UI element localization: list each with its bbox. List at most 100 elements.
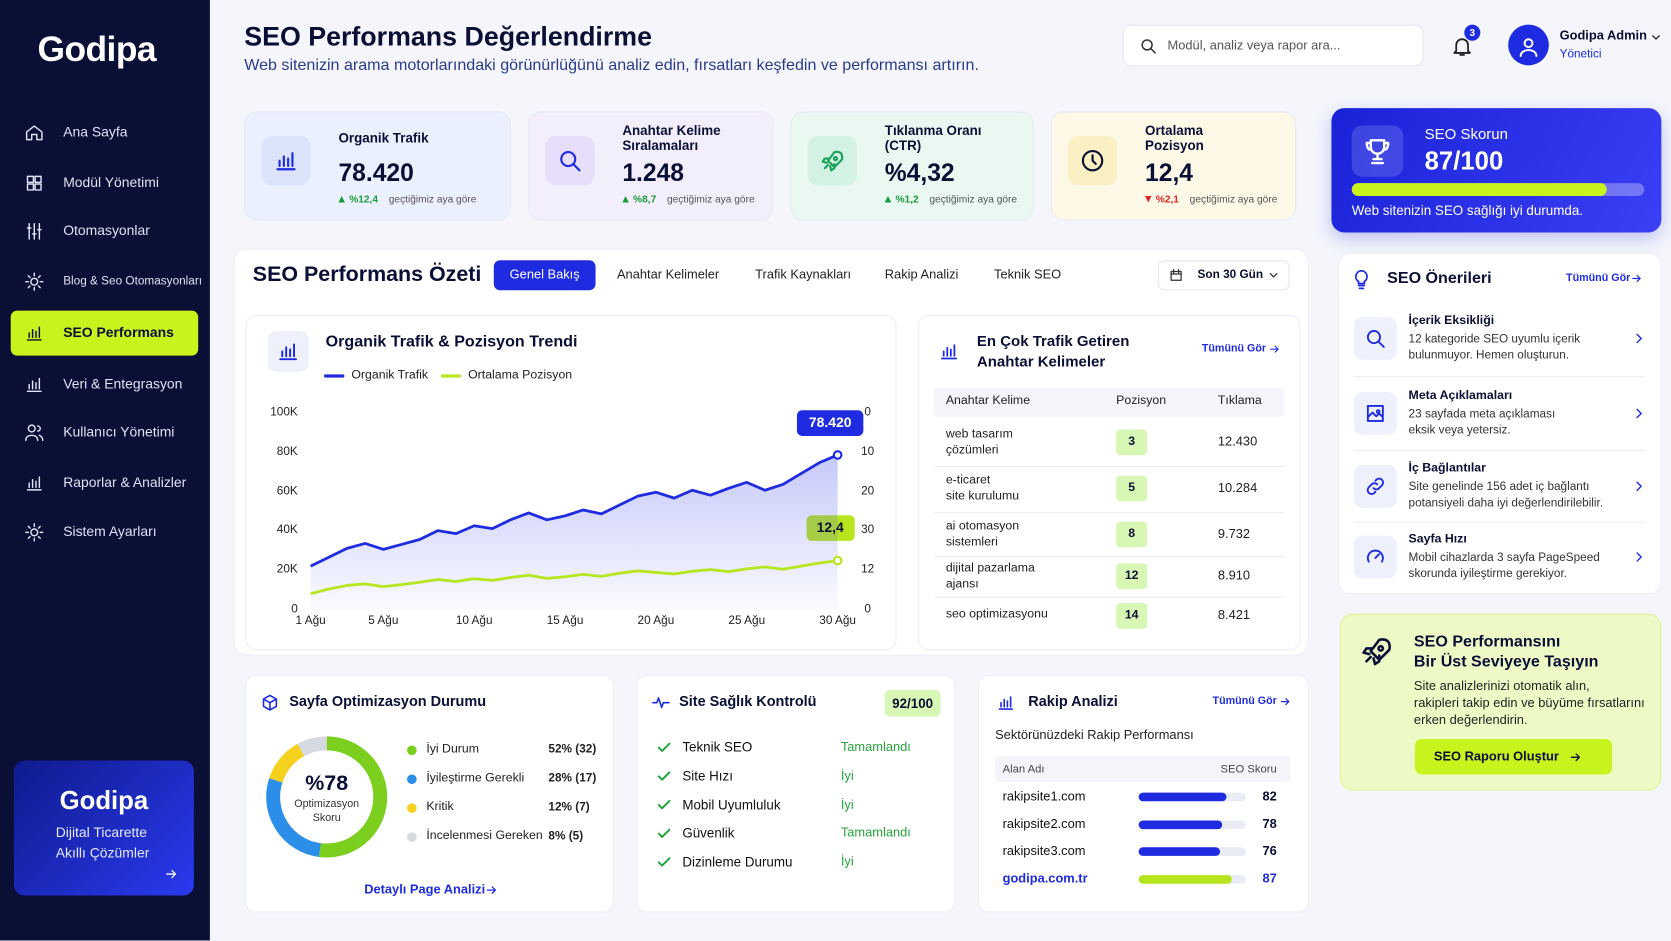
tab[interactable]: Trafik Kaynakları	[755, 266, 852, 282]
score-progress	[1351, 183, 1607, 197]
kpi-change: %2,1	[1155, 193, 1179, 206]
position-badge	[1116, 521, 1148, 548]
score-value: 87/100	[1424, 146, 1504, 176]
health-item: Site Hızı	[682, 768, 733, 784]
change-arrow	[1145, 196, 1152, 203]
menu-item[interactable]: Veri & Entegrasyon	[63, 375, 183, 392]
y-tick-label: 60K	[276, 484, 298, 498]
search-placeholder[interactable]: Modül, analiz veya rapor ara...	[1167, 37, 1341, 53]
tab[interactable]: Teknik SEO	[994, 266, 1062, 282]
page-title: SEO Performans Değerlendirme	[244, 22, 653, 53]
value-label: 12,4	[816, 519, 844, 536]
donut-caption: Skoru	[312, 812, 341, 824]
detail-link[interactable]: Detaylı Page Analizi	[364, 881, 486, 897]
kpi-label: Pozisyon	[1145, 137, 1204, 153]
domain: godipa.com.tr	[1002, 871, 1088, 887]
clicks: 10.284	[1217, 479, 1258, 495]
domain: rakipsite2.com	[1002, 815, 1086, 831]
position-badge	[1116, 475, 1148, 502]
menu-item[interactable]: Kullanıcı Yönetimi	[63, 423, 175, 440]
legend-dot	[407, 802, 417, 813]
recommendation-title[interactable]: Meta Açıklamaları	[1408, 389, 1513, 403]
score-title: SEO Skorun	[1424, 125, 1508, 143]
recommendation-icon-bg[interactable]	[1353, 535, 1397, 579]
position-badge	[1116, 429, 1148, 456]
domain: rakipsite3.com	[1002, 843, 1086, 859]
recommendation-icon-bg[interactable]	[1353, 392, 1397, 435]
tab[interactable]: Genel Bakış	[509, 266, 580, 282]
cta-button-label[interactable]: SEO Raporu Oluştur	[1433, 748, 1559, 764]
recommendation-icon-bg[interactable]	[1353, 317, 1397, 360]
menu-item[interactable]: Otomasyonlar	[63, 222, 150, 239]
y-tick-label: 80K	[276, 445, 298, 458]
keyword: web tasarım	[945, 427, 1013, 441]
kpi-change: %8,7 geçtiğimiz aya göre	[622, 193, 783, 206]
recommendation-title[interactable]: İçerik Eksikliği	[1408, 314, 1495, 328]
cta-text: rakipleri takip edin ve büyüme fırsatlar…	[1413, 695, 1645, 711]
keyword: e-ticaret	[945, 473, 991, 487]
card-title: En Çok Trafik Getiren	[976, 332, 1130, 350]
view-all-link[interactable]: Tümünü Gör	[1201, 343, 1267, 355]
donut-center-value: %78	[305, 771, 349, 796]
table-header	[995, 756, 1291, 782]
kpi-icon-bg	[261, 136, 311, 186]
kpi-value: %4,32	[884, 158, 955, 187]
health-status: İyi	[840, 796, 854, 812]
menu-item[interactable]: Modül Yönetimi	[63, 174, 159, 191]
view-all-link[interactable]: Tümünü Gör	[1566, 272, 1631, 285]
score-card	[1331, 108, 1662, 233]
row-divider	[1353, 375, 1646, 378]
recommendation-title[interactable]: Sayfa Hızı	[1408, 532, 1467, 546]
menu-item[interactable]: SEO Performans	[63, 324, 174, 341]
kpi-label: Ortalama	[1145, 122, 1204, 138]
tab[interactable]: Anahtar Kelimeler	[616, 266, 720, 282]
y-tick-label: 100K	[270, 405, 298, 419]
cta-text: Site analizlerinizi otomatik alın,	[1413, 678, 1590, 694]
tab-active[interactable]	[493, 260, 596, 291]
legend-label: İyileştirme Gerekli	[426, 771, 525, 785]
recommendation-title[interactable]: İç Bağlantılar	[1408, 462, 1486, 475]
menu-active-bg[interactable]	[10, 310, 199, 356]
notification-badge[interactable]	[1464, 24, 1481, 41]
kpi-icon-bg	[545, 136, 595, 186]
promo-line: Dijital Ticarette	[55, 824, 148, 841]
x-tick-label: 1 Ağu	[295, 614, 326, 628]
row-divider	[1353, 521, 1646, 523]
y2-tick-label: 0	[864, 405, 871, 419]
kpi-label: Tıklanma Oranı	[884, 122, 982, 138]
score-bar	[1138, 875, 1232, 884]
score-message: Web sitenizin SEO sağlığı iyi durumda.	[1351, 203, 1583, 219]
chart-icon-bg	[267, 330, 309, 372]
clicks: 8.421	[1217, 607, 1251, 623]
column-header: SEO Skoru	[1220, 762, 1277, 776]
section-title: SEO Performans Özeti	[252, 262, 482, 287]
x-tick-label: 25 Ağu	[728, 614, 766, 628]
recommendation-desc: bulunmuyor. Hemen oluşturun.	[1408, 348, 1570, 362]
card-title: SEO Önerileri	[1387, 269, 1492, 288]
menu-item[interactable]: Ana Sayfa	[63, 123, 128, 140]
score-bar	[1138, 820, 1223, 829]
keyword: çözümleri	[945, 443, 999, 457]
clicks: 9.732	[1217, 526, 1251, 542]
score: 82	[1262, 788, 1277, 804]
avatar[interactable]	[1508, 24, 1549, 66]
card-title: Rakip Analizi	[1028, 693, 1118, 710]
menu-item[interactable]: Blog & Seo Otomasyonları	[63, 274, 203, 288]
score-icon-bg	[1351, 125, 1404, 177]
row-divider	[934, 511, 1285, 513]
health-item: Güvenlik	[682, 825, 735, 841]
domain: rakipsite1.com	[1002, 788, 1086, 804]
date-filter-label[interactable]: Son 30 Gün	[1197, 268, 1264, 282]
column-header: Alan Adı	[1002, 762, 1045, 776]
view-all-link[interactable]: Tümünü Gör	[1212, 695, 1277, 708]
recommendation-icon-bg[interactable]	[1353, 464, 1397, 508]
menu-item[interactable]: Sistem Ayarları	[63, 523, 157, 540]
menu-item[interactable]: Raporlar & Analizler	[63, 474, 187, 491]
search-box[interactable]	[1122, 24, 1424, 67]
user-name[interactable]: Godipa Admin	[1559, 27, 1647, 43]
x-tick-label: 5 Ağu	[368, 614, 399, 628]
row-divider	[934, 555, 1285, 557]
legend-value: 8% (5)	[548, 829, 584, 843]
tab[interactable]: Rakip Analizi	[884, 266, 959, 282]
promo-title: Godipa	[59, 786, 149, 816]
